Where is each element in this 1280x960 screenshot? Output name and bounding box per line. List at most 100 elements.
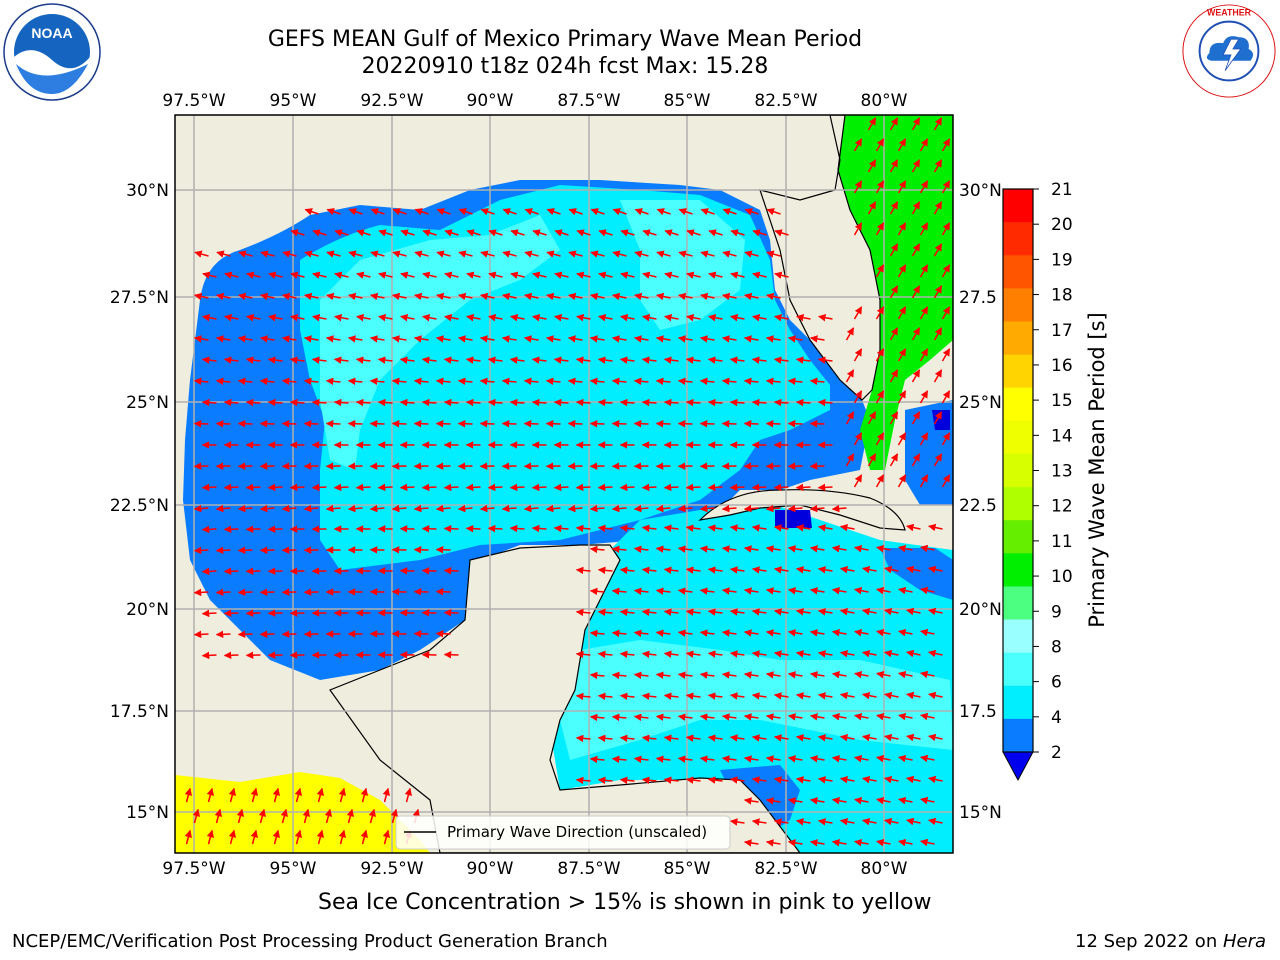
wave-arrow-icon xyxy=(919,138,929,152)
wave-arrow-icon xyxy=(920,712,935,721)
wave-arrow-icon xyxy=(721,504,737,513)
lon-label: 97.5°W xyxy=(162,91,225,111)
wave-arrow-icon xyxy=(524,250,539,258)
wave-arrow-icon xyxy=(685,398,701,407)
wave-arrow-icon xyxy=(700,208,715,216)
wave-arrow-icon xyxy=(862,565,877,574)
wave-arrow-icon xyxy=(304,292,319,301)
wave-arrow-icon xyxy=(729,650,745,658)
lon-label: 97.5°W xyxy=(162,859,225,879)
wave-arrow-icon xyxy=(611,671,627,680)
wave-arrow-icon xyxy=(333,483,349,492)
wave-arrow-icon xyxy=(699,545,715,553)
wave-arrow-icon xyxy=(268,271,283,279)
lon-label: 87.5°W xyxy=(557,859,620,879)
wave-arrow-icon xyxy=(223,567,239,576)
wave-arrow-icon xyxy=(611,587,627,596)
wave-arrow-icon xyxy=(928,733,943,742)
wave-arrow-icon xyxy=(862,733,877,742)
wave-arrow-icon xyxy=(686,229,701,237)
wave-arrow-icon xyxy=(795,356,811,364)
wave-arrow-icon xyxy=(487,524,503,533)
wave-arrow-icon xyxy=(730,314,745,322)
wave-arrow-icon xyxy=(898,838,913,847)
wave-direction-arrows xyxy=(184,117,951,847)
wave-arrow-icon xyxy=(795,692,811,700)
wave-arrow-icon xyxy=(911,285,921,299)
wave-arrow-icon xyxy=(421,483,437,492)
wave-arrow-icon xyxy=(334,271,349,279)
wave-arrow-icon xyxy=(765,713,781,721)
wave-arrow-icon xyxy=(743,587,759,595)
wave-arrow-icon xyxy=(933,243,943,257)
wave-arrow-icon xyxy=(729,776,745,784)
wave-arrow-icon xyxy=(553,398,569,407)
wave-arrow-icon xyxy=(400,271,415,279)
wave-arrow-icon xyxy=(664,271,679,279)
wave-arrow-icon xyxy=(928,775,943,784)
wave-arrow-icon xyxy=(356,271,371,279)
wave-arrow-icon xyxy=(370,250,385,258)
lat-label: 20°N xyxy=(959,600,1002,620)
wave-arrow-icon xyxy=(324,808,332,824)
wave-arrow-icon xyxy=(941,348,951,362)
wave-arrow-icon xyxy=(250,829,258,845)
wave-arrow-icon xyxy=(597,483,613,492)
wave-arrow-icon xyxy=(294,829,302,845)
wave-arrow-icon xyxy=(545,335,561,343)
wave-arrow-icon xyxy=(809,755,825,763)
wave-arrow-icon xyxy=(224,314,239,322)
wave-arrow-icon xyxy=(202,314,217,322)
wave-arrow-icon xyxy=(531,356,547,364)
wave-arrow-icon xyxy=(831,839,847,847)
wave-arrow-icon xyxy=(928,817,943,826)
date-line: 12 Sep 2022 on Hera xyxy=(1075,931,1266,952)
wave-arrow-icon xyxy=(414,292,429,301)
wave-arrow-icon xyxy=(641,692,657,700)
wave-arrow-icon xyxy=(875,264,885,278)
wave-arrow-icon xyxy=(787,671,803,679)
wave-arrow-icon xyxy=(597,650,613,659)
wave-arrow-icon xyxy=(839,566,855,574)
wave-arrow-icon xyxy=(765,671,781,679)
wave-arrow-icon xyxy=(655,713,671,721)
wave-arrow-icon xyxy=(655,671,671,679)
wave-arrow-icon xyxy=(369,377,385,386)
lon-labels-bottom: 97.5°W 95°W 92.5°W 90°W 87.5°W 85°W 82.5… xyxy=(162,859,907,879)
wave-arrow-icon xyxy=(889,201,899,215)
wave-arrow-icon xyxy=(839,608,855,616)
wave-arrow-icon xyxy=(201,398,217,407)
wave-arrow-icon xyxy=(488,229,503,237)
wave-arrow-icon xyxy=(524,292,539,301)
wave-arrow-icon xyxy=(941,390,951,404)
wave-arrow-icon xyxy=(589,504,605,513)
wave-arrow-icon xyxy=(619,398,635,407)
wave-arrow-icon xyxy=(664,314,679,322)
wave-arrow-icon xyxy=(875,180,885,194)
yucatan-channel-deep xyxy=(775,510,812,528)
wave-arrow-icon xyxy=(707,734,723,742)
wave-arrow-icon xyxy=(619,566,635,575)
wave-arrow-icon xyxy=(598,314,613,322)
wave-arrow-icon xyxy=(941,264,951,278)
wave-arrow-icon xyxy=(590,292,605,301)
wave-arrow-icon xyxy=(421,356,437,364)
wave-arrow-icon xyxy=(862,607,877,616)
wave-arrow-icon xyxy=(889,285,899,299)
wave-arrow-icon xyxy=(751,398,767,407)
wave-arrow-icon xyxy=(502,208,517,216)
wave-arrow-icon xyxy=(845,327,855,341)
wave-arrow-icon xyxy=(192,808,200,824)
wave-arrow-icon xyxy=(281,504,297,513)
wave-arrow-icon xyxy=(765,419,781,428)
wave-arrow-icon xyxy=(765,377,781,386)
wave-arrow-icon xyxy=(854,587,869,595)
wave-arrow-icon xyxy=(933,117,943,131)
wave-arrow-icon xyxy=(751,650,767,658)
wave-arrow-icon xyxy=(831,587,847,595)
wave-arrow-icon xyxy=(466,271,481,279)
wave-arrow-icon xyxy=(752,271,767,279)
wave-arrow-icon xyxy=(326,208,341,216)
wave-arrow-icon xyxy=(590,250,605,258)
wave-arrow-icon xyxy=(575,356,591,364)
